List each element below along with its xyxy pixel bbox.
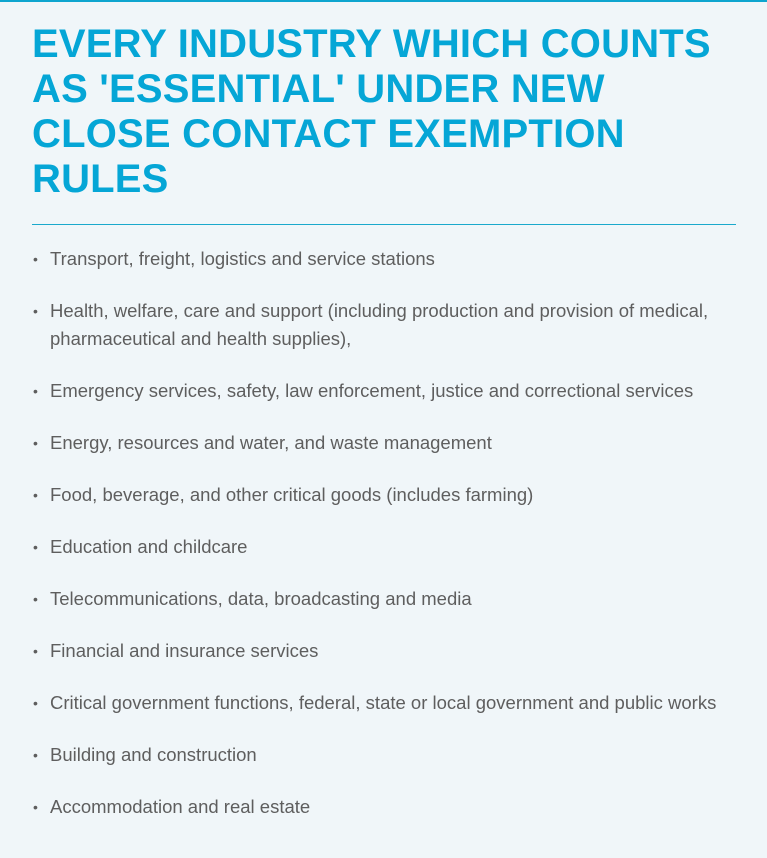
list-item: • Education and childcare: [32, 533, 736, 561]
list-item-text: Financial and insurance services: [50, 640, 319, 661]
list-item-text: Emergency services, safety, law enforcem…: [50, 380, 694, 401]
list-item-text: Energy, resources and water, and waste m…: [50, 432, 492, 453]
list-item: • Transport, freight, logistics and servi…: [32, 245, 736, 273]
list-item-text: Accommodation and real estate: [50, 796, 311, 817]
bullet-icon: •: [33, 539, 38, 555]
bullet-icon: •: [33, 251, 38, 267]
bullet-icon: •: [33, 383, 38, 399]
list-item-text: Food, beverage, and other critical goods…: [50, 484, 534, 505]
list-item-text: Building and construction: [50, 744, 257, 765]
list-item-text: Health, welfare, care and support (inclu…: [50, 300, 709, 349]
section-title: EVERY INDUSTRY WHICH COUNTS AS 'ESSENTIA…: [32, 22, 711, 201]
bullet-icon: •: [33, 487, 38, 503]
list-item-text: Transport, freight, logistics and servic…: [50, 248, 435, 269]
bullet-icon: •: [33, 747, 38, 763]
list-item-text: Education and childcare: [50, 536, 248, 557]
list-item: • Health, welfare, care and support (incl…: [32, 297, 736, 353]
list-item: • Emergency services, safety, law enforce…: [32, 377, 736, 405]
bullet-icon: •: [33, 591, 38, 607]
industry-list: • Transport, freight, logistics and servi…: [32, 245, 736, 821]
bullet-icon: •: [33, 799, 38, 815]
bullet-icon: •: [33, 303, 38, 319]
list-item-text: Critical government functions, federal, …: [50, 692, 717, 713]
article-section: EVERY INDUSTRY WHICH COUNTS AS 'ESSENTIA…: [0, 2, 767, 821]
divider: [32, 224, 736, 225]
bullet-icon: •: [33, 643, 38, 659]
list-item: • Critical government functions, federal,…: [32, 689, 736, 717]
list-item: • Telecommunications, data, broadcasting …: [32, 585, 736, 613]
bullet-icon: •: [33, 435, 38, 451]
list-item: • Food, beverage, and other critical good…: [32, 481, 736, 509]
list-item: • Financial and insurance services: [32, 637, 736, 665]
list-item: • Energy, resources and water, and waste …: [32, 429, 736, 457]
list-item: • Accommodation and real estate: [32, 793, 736, 821]
list-item: • Building and construction: [32, 741, 736, 769]
bullet-icon: •: [33, 695, 38, 711]
list-item-text: Telecommunications, data, broadcasting a…: [50, 588, 472, 609]
